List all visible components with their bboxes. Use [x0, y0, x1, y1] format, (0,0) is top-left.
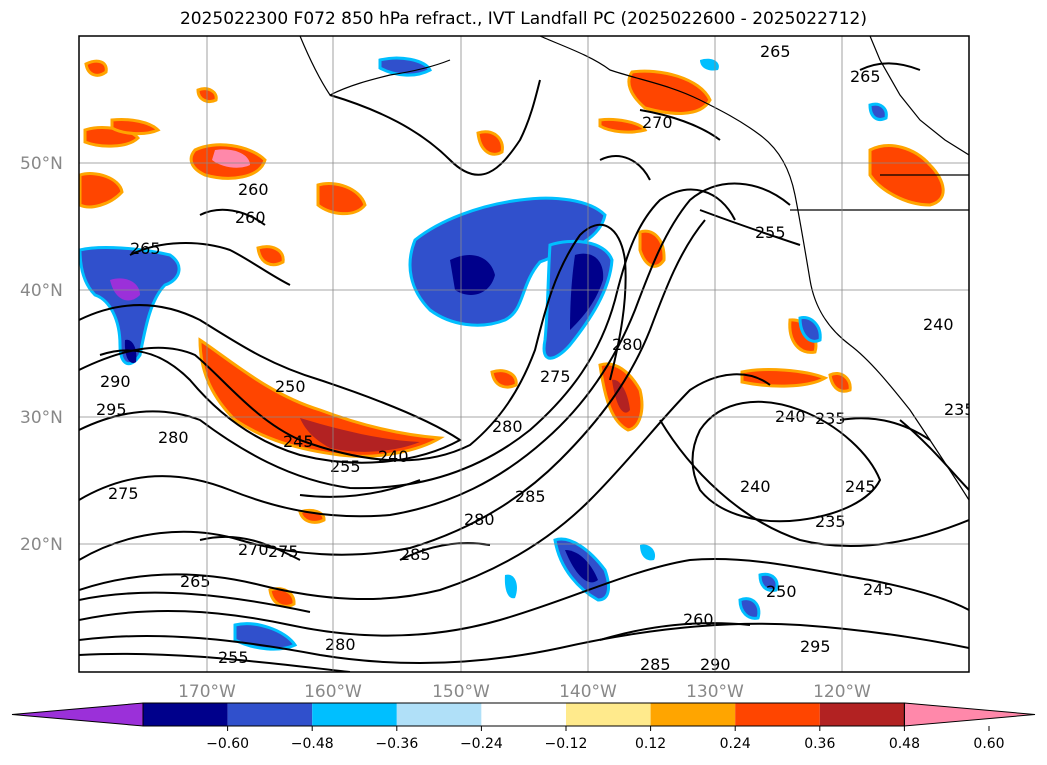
contour-label: 295 [96, 400, 127, 419]
contour-label: 275 [108, 484, 139, 503]
contour-label: 280 [158, 428, 189, 447]
contour-label: 250 [766, 582, 797, 601]
lon-label-170w: 170°W [178, 682, 236, 702]
map-title: 2025022300 F072 850 hPa refract., IVT La… [179, 9, 867, 29]
lon-label-130w: 130°W [686, 682, 744, 702]
colorbar-tick-label: −0.48 [291, 736, 334, 752]
lon-label-160w: 160°W [304, 682, 362, 702]
contour-label: 245 [845, 477, 876, 496]
colorbar-segment [481, 703, 566, 726]
colorbar-segment [566, 703, 651, 726]
colorbar-extend-left [11, 702, 144, 727]
contour-label: 280 [325, 635, 356, 654]
contour-label: 235 [815, 409, 846, 428]
contour-label: 275 [540, 367, 571, 386]
contour-label: 285 [515, 487, 546, 506]
colorbar-tick-label: −0.12 [545, 736, 588, 752]
lat-label-50n: 50°N [20, 154, 63, 174]
colorbar-tick-label: 0.36 [804, 736, 835, 752]
colorbar-segment [819, 703, 905, 726]
colorbar-tick-label: −0.60 [206, 736, 249, 752]
contour-label: 280 [612, 335, 643, 354]
map-panel [79, 36, 969, 672]
contour-label: 260 [235, 208, 266, 227]
lon-label-140w: 140°W [559, 682, 617, 702]
contour-label: 255 [755, 223, 786, 242]
latitude-labels: 50°N 40°N 30°N 20°N [20, 154, 63, 555]
colorbar-tick-label: 0.48 [889, 736, 920, 752]
contour-label-layer: 265 265 270 260 260 265 255 250 245 255 … [96, 42, 975, 674]
gridlines [79, 36, 969, 672]
colorbar-segment [396, 703, 482, 726]
lat-label-40n: 40°N [20, 281, 63, 301]
contour-label: 265 [130, 239, 161, 258]
colorbar-tick-label: −0.24 [460, 736, 503, 752]
contour-label: 280 [492, 417, 523, 436]
colorbar-tick-label: 0.12 [635, 736, 666, 752]
colorbar-extend-right [903, 702, 1036, 727]
lat-label-20n: 20°N [20, 535, 63, 555]
contour-label: 275 [268, 542, 299, 561]
contour-label: 270 [238, 540, 269, 559]
colorbar-segment [143, 703, 228, 726]
contour-label: 245 [283, 432, 314, 451]
contour-label: 235 [815, 512, 846, 531]
coastlines [299, 36, 969, 501]
contour-label: 250 [275, 377, 306, 396]
colorbar-tick-label: 0.60 [973, 736, 1004, 752]
map-frame [78, 35, 970, 673]
contour-label: 270 [642, 113, 673, 132]
contour-label: 265 [850, 67, 881, 86]
contour-label: 285 [400, 545, 431, 564]
contour-label: 255 [330, 457, 361, 476]
contour-label: 280 [464, 510, 495, 529]
contour-label: 240 [775, 407, 806, 426]
contour-label: 260 [683, 610, 714, 629]
lon-label-120w: 120°W [813, 682, 871, 702]
contour-label: 260 [238, 180, 269, 199]
contour-label: 295 [800, 637, 831, 656]
lon-label-150w: 150°W [432, 682, 490, 702]
colorbar-border [142, 702, 905, 727]
contour-label: 265 [760, 42, 791, 61]
contour-label: 235 [944, 400, 975, 419]
contour-label: 255 [218, 648, 249, 667]
contour-label: 285 [640, 655, 671, 674]
colorbar-segment [227, 703, 313, 726]
colorbar-tick-label: 0.24 [720, 736, 751, 752]
contour-label: 240 [923, 315, 954, 334]
longitude-labels: 170°W 160°W 150°W 140°W 130°W 120°W [178, 682, 871, 702]
contour-label: 245 [863, 580, 894, 599]
colorbar-segment [650, 703, 736, 726]
colorbar: −0.60 −0.48 −0.36 −0.24 −0.12 0.12 0.24 0.36 0.4… [11, 702, 1036, 752]
colorbar-segment [735, 703, 820, 726]
colorbar-tick-label: −0.36 [375, 736, 418, 752]
contour-label: 265 [180, 572, 211, 591]
contour-label: 290 [100, 372, 131, 391]
contour-label: 240 [740, 477, 771, 496]
contour-lines [79, 62, 969, 672]
colorbar-segment [312, 703, 397, 726]
contour-label: 240 [378, 447, 409, 466]
lat-label-30n: 30°N [20, 408, 63, 428]
